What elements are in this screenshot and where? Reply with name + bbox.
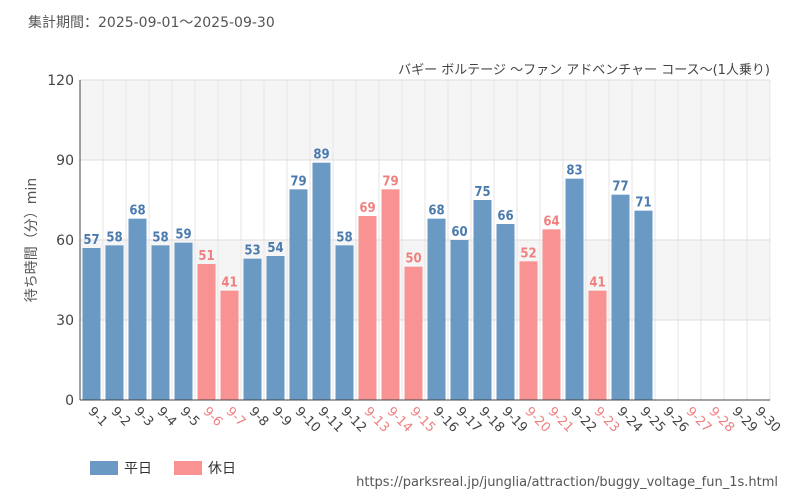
bar-9-6 [197, 264, 216, 400]
x-tick-label-9-10: 9-10 [292, 404, 323, 435]
bar-9-1 [82, 248, 101, 400]
y-tick-label: 120 [47, 73, 74, 89]
bar-9-14 [381, 189, 400, 400]
bar-9-12 [335, 245, 354, 400]
bar-9-19 [496, 224, 515, 400]
value-label-9-7: 41 [221, 276, 237, 291]
x-tick-label-9-3: 9-3 [131, 404, 157, 430]
value-label-9-21: 64 [543, 214, 559, 229]
y-tick-label: 30 [56, 313, 74, 329]
value-label-9-2: 58 [106, 230, 122, 245]
value-label-9-8: 53 [244, 244, 260, 259]
x-tick-label-9-5: 9-5 [177, 404, 203, 430]
value-label-9-4: 58 [152, 230, 168, 245]
y-axis-label: 待ち時間（分）min [24, 178, 40, 302]
source-url: https://parksreal.jp/junglia/attraction/… [356, 475, 778, 490]
bar-9-18 [473, 200, 492, 400]
legend-item-weekday: 平日 [90, 458, 152, 478]
value-label-9-23: 41 [589, 276, 605, 291]
legend-swatch-holiday [174, 461, 202, 475]
x-tick-label-9-4: 9-4 [154, 404, 180, 430]
bar-9-10 [289, 189, 308, 400]
value-label-9-10: 79 [290, 174, 306, 189]
x-tick-label-9-2: 9-2 [108, 404, 134, 430]
bar-9-9 [266, 256, 285, 400]
bar-9-5 [174, 242, 193, 400]
value-label-9-20: 52 [520, 246, 536, 261]
value-label-9-5: 59 [175, 228, 191, 243]
value-label-9-6: 51 [198, 249, 214, 264]
value-label-9-16: 68 [428, 204, 444, 219]
value-label-9-11: 89 [313, 148, 329, 163]
bar-9-13 [358, 216, 377, 400]
bar-9-3 [128, 218, 147, 400]
value-label-9-15: 50 [405, 252, 421, 267]
bar-9-17 [450, 240, 469, 400]
bar-9-25 [634, 210, 653, 400]
legend-swatch-weekday [90, 461, 118, 475]
value-label-9-9: 54 [267, 241, 283, 256]
period-label: 集計期間：2025-09-01～2025-09-30 [28, 15, 275, 31]
bar-9-2 [105, 245, 124, 400]
value-label-9-25: 71 [635, 196, 651, 211]
value-label-9-18: 75 [474, 185, 490, 200]
bar-9-4 [151, 245, 170, 400]
bar-9-24 [611, 194, 630, 400]
x-tick-label-9-8: 9-8 [246, 404, 272, 430]
bar-9-16 [427, 218, 446, 400]
x-tick-label-9-1: 9-1 [85, 404, 111, 430]
value-label-9-13: 69 [359, 201, 375, 216]
value-label-9-17: 60 [451, 225, 467, 240]
y-tick-label: 60 [56, 233, 74, 249]
value-label-9-24: 77 [612, 180, 628, 195]
bar-9-7 [220, 290, 239, 400]
y-tick-label: 0 [65, 393, 74, 409]
bar-9-22 [565, 178, 584, 400]
value-label-9-22: 83 [566, 164, 582, 179]
bar-9-11 [312, 162, 331, 400]
bar-9-20 [519, 261, 538, 400]
chart-title: バギー ボルテージ ～ファン アドベンチャー コース～(1人乗り) [398, 63, 770, 78]
bar-9-8 [243, 258, 262, 400]
value-label-9-12: 58 [336, 230, 352, 245]
value-label-9-14: 79 [382, 174, 398, 189]
legend-item-holiday: 休日 [174, 458, 236, 478]
bar-9-23 [588, 290, 607, 400]
value-label-9-19: 66 [497, 209, 513, 224]
value-label-9-1: 57 [83, 233, 99, 248]
legend-label-weekday: 平日 [124, 461, 152, 477]
x-tick-label-9-7: 9-7 [223, 404, 249, 430]
bar-9-21 [542, 229, 561, 400]
x-tick-label-9-6: 9-6 [200, 404, 226, 430]
y-tick-label: 90 [56, 153, 74, 169]
bar-9-15 [404, 266, 423, 400]
legend: 平日 休日 [90, 458, 236, 478]
legend-label-holiday: 休日 [208, 461, 236, 477]
x-tick-label-9-9: 9-9 [269, 404, 295, 430]
value-label-9-3: 68 [129, 204, 145, 219]
